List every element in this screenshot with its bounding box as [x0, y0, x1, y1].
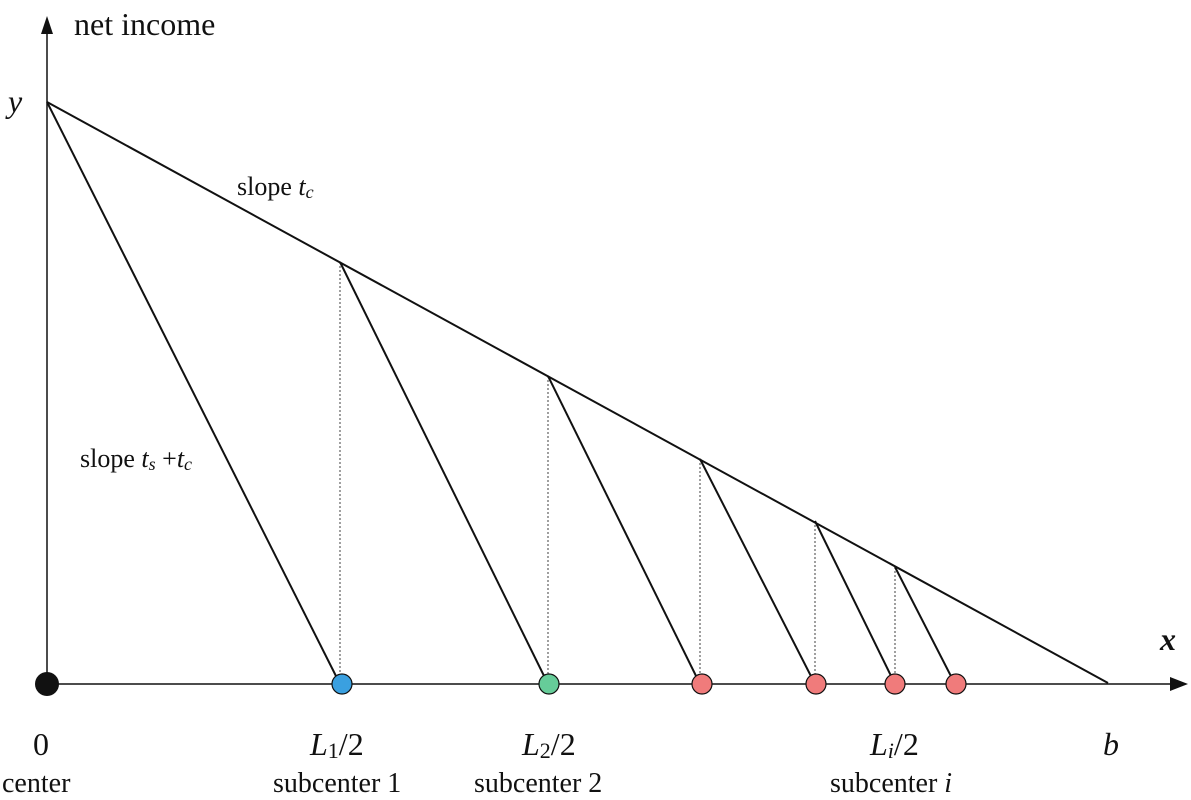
- subcenter-6-dot: [945, 673, 967, 695]
- L2-label: L2/2: [521, 726, 576, 763]
- slope-tc-line: [46, 101, 1109, 684]
- slope-tc-label: slope tc: [237, 172, 314, 202]
- Li-label: Li/2: [869, 726, 919, 763]
- center-dot: [35, 672, 59, 696]
- subcenter-2-label: subcenter 2: [474, 768, 602, 799]
- slope-ts-tc-label: slope ts +tc: [80, 444, 192, 474]
- subcenter-1-dot: [331, 673, 353, 695]
- origin-label: 0: [33, 726, 49, 762]
- center-label: center: [2, 768, 71, 799]
- subcenter-5-dot: [884, 673, 906, 695]
- steep-line-4: [699, 458, 816, 685]
- subcenter-4-dot: [805, 673, 827, 695]
- subcenter-1-label: subcenter 1: [273, 768, 401, 799]
- end-label-b: b: [1103, 726, 1119, 762]
- x-axis-arrow: [1170, 677, 1188, 691]
- subcenter-2-dot: [538, 673, 560, 695]
- steep-line-2: [339, 261, 549, 685]
- y-axis-label: net income: [74, 6, 215, 42]
- y-axis-arrow: [41, 16, 53, 34]
- y-intercept-label: y: [5, 83, 23, 119]
- steep-line-3: [547, 375, 701, 685]
- steep-line-6: [894, 566, 956, 685]
- steep-line-5: [814, 520, 896, 685]
- subcenter-3-dot: [691, 673, 713, 695]
- subcenter-i-label: subcenter i: [830, 768, 952, 799]
- L1-label: L1/2: [309, 726, 364, 763]
- x-axis-label: x: [1159, 621, 1176, 657]
- steep-line-1: [46, 101, 341, 685]
